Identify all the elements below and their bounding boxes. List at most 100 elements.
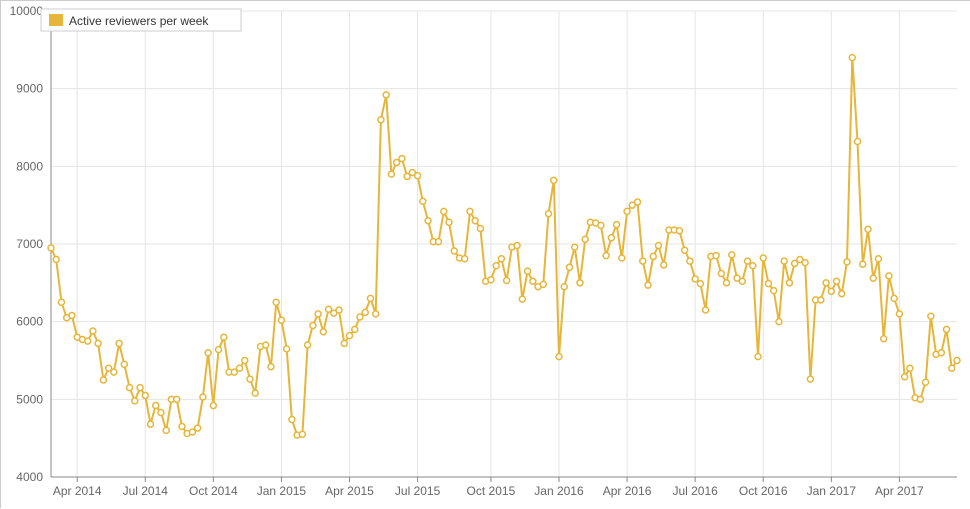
series-marker <box>85 338 91 344</box>
series-marker <box>839 291 845 297</box>
series-marker <box>739 278 745 284</box>
series-marker <box>566 264 572 270</box>
series-marker <box>163 427 169 433</box>
series-marker <box>195 425 201 431</box>
x-tick-label: Apr 2016 <box>603 484 652 498</box>
series-marker <box>765 281 771 287</box>
series-marker <box>896 311 902 317</box>
x-tick-label: Apr 2014 <box>53 484 102 498</box>
series-marker <box>655 243 661 249</box>
series-marker <box>551 177 557 183</box>
series-marker <box>504 278 510 284</box>
series-marker <box>635 199 641 205</box>
series-marker <box>174 396 180 402</box>
series-marker <box>823 280 829 286</box>
x-tick-label: Jul 2015 <box>395 484 441 498</box>
x-tick-label: Jul 2016 <box>672 484 718 498</box>
series-marker <box>917 396 923 402</box>
series-marker <box>200 394 206 400</box>
series-marker <box>336 307 342 313</box>
series-marker <box>383 92 389 98</box>
series-marker <box>556 354 562 360</box>
series-marker <box>58 299 64 305</box>
series-marker <box>111 369 117 375</box>
series-marker <box>938 350 944 356</box>
series-marker <box>949 365 955 371</box>
series-marker <box>148 421 154 427</box>
series-marker <box>802 260 808 266</box>
series-marker <box>624 208 630 214</box>
legend-swatch <box>49 14 63 26</box>
series-marker <box>388 171 394 177</box>
y-tick-label: 4000 <box>16 470 43 484</box>
series-marker <box>865 226 871 232</box>
series-marker <box>582 236 588 242</box>
series-marker <box>373 311 379 317</box>
series-marker <box>100 377 106 383</box>
series-marker <box>263 342 269 348</box>
series-marker <box>48 245 54 251</box>
series-marker <box>881 336 887 342</box>
series-marker <box>703 307 709 313</box>
series-marker <box>299 431 305 437</box>
series-marker <box>729 252 735 258</box>
series-marker <box>278 317 284 323</box>
y-tick-label: 6000 <box>16 315 43 329</box>
series-marker <box>891 295 897 301</box>
series-marker <box>247 376 253 382</box>
series-marker <box>561 284 567 290</box>
series-marker <box>572 244 578 250</box>
series-marker <box>446 219 452 225</box>
series-marker <box>158 410 164 416</box>
series-marker <box>252 390 258 396</box>
series-marker <box>242 358 248 364</box>
series-marker <box>713 253 719 259</box>
series-marker <box>320 329 326 335</box>
series-marker <box>221 334 227 340</box>
series-marker <box>493 263 499 269</box>
series-marker <box>210 403 216 409</box>
series-marker <box>608 235 614 241</box>
series-marker <box>907 365 913 371</box>
series-marker <box>305 342 311 348</box>
series-marker <box>315 311 321 317</box>
series-marker <box>781 258 787 264</box>
y-tick-label: 8000 <box>16 159 43 173</box>
series-marker <box>519 296 525 302</box>
x-tick-label: Oct 2014 <box>189 484 238 498</box>
series-marker <box>205 350 211 356</box>
series-marker <box>498 256 504 262</box>
y-tick-label: 5000 <box>16 392 43 406</box>
series-marker <box>854 138 860 144</box>
series-marker <box>310 323 316 329</box>
series-marker <box>807 376 813 382</box>
series-marker <box>462 256 468 262</box>
series-marker <box>828 288 834 294</box>
series-marker <box>760 255 766 261</box>
series-marker <box>614 222 620 228</box>
series-marker <box>436 239 442 245</box>
series-marker <box>69 312 75 318</box>
series-marker <box>179 424 185 430</box>
series-marker <box>750 263 756 269</box>
series-marker <box>357 314 363 320</box>
series-marker <box>818 297 824 303</box>
plot-bg <box>1 1 970 509</box>
series-marker <box>132 398 138 404</box>
series-marker <box>514 243 520 249</box>
series-marker <box>95 340 101 346</box>
series-marker <box>902 374 908 380</box>
series-marker <box>415 173 421 179</box>
series-marker <box>786 280 792 286</box>
series-marker <box>116 340 122 346</box>
series-marker <box>441 208 447 214</box>
series-marker <box>676 228 682 234</box>
series-marker <box>137 385 143 391</box>
series-marker <box>53 257 59 263</box>
series-marker <box>268 364 274 370</box>
series-marker <box>650 253 656 259</box>
series-marker <box>645 282 651 288</box>
series-marker <box>367 295 373 301</box>
series-marker <box>284 346 290 352</box>
series-marker <box>90 328 96 334</box>
